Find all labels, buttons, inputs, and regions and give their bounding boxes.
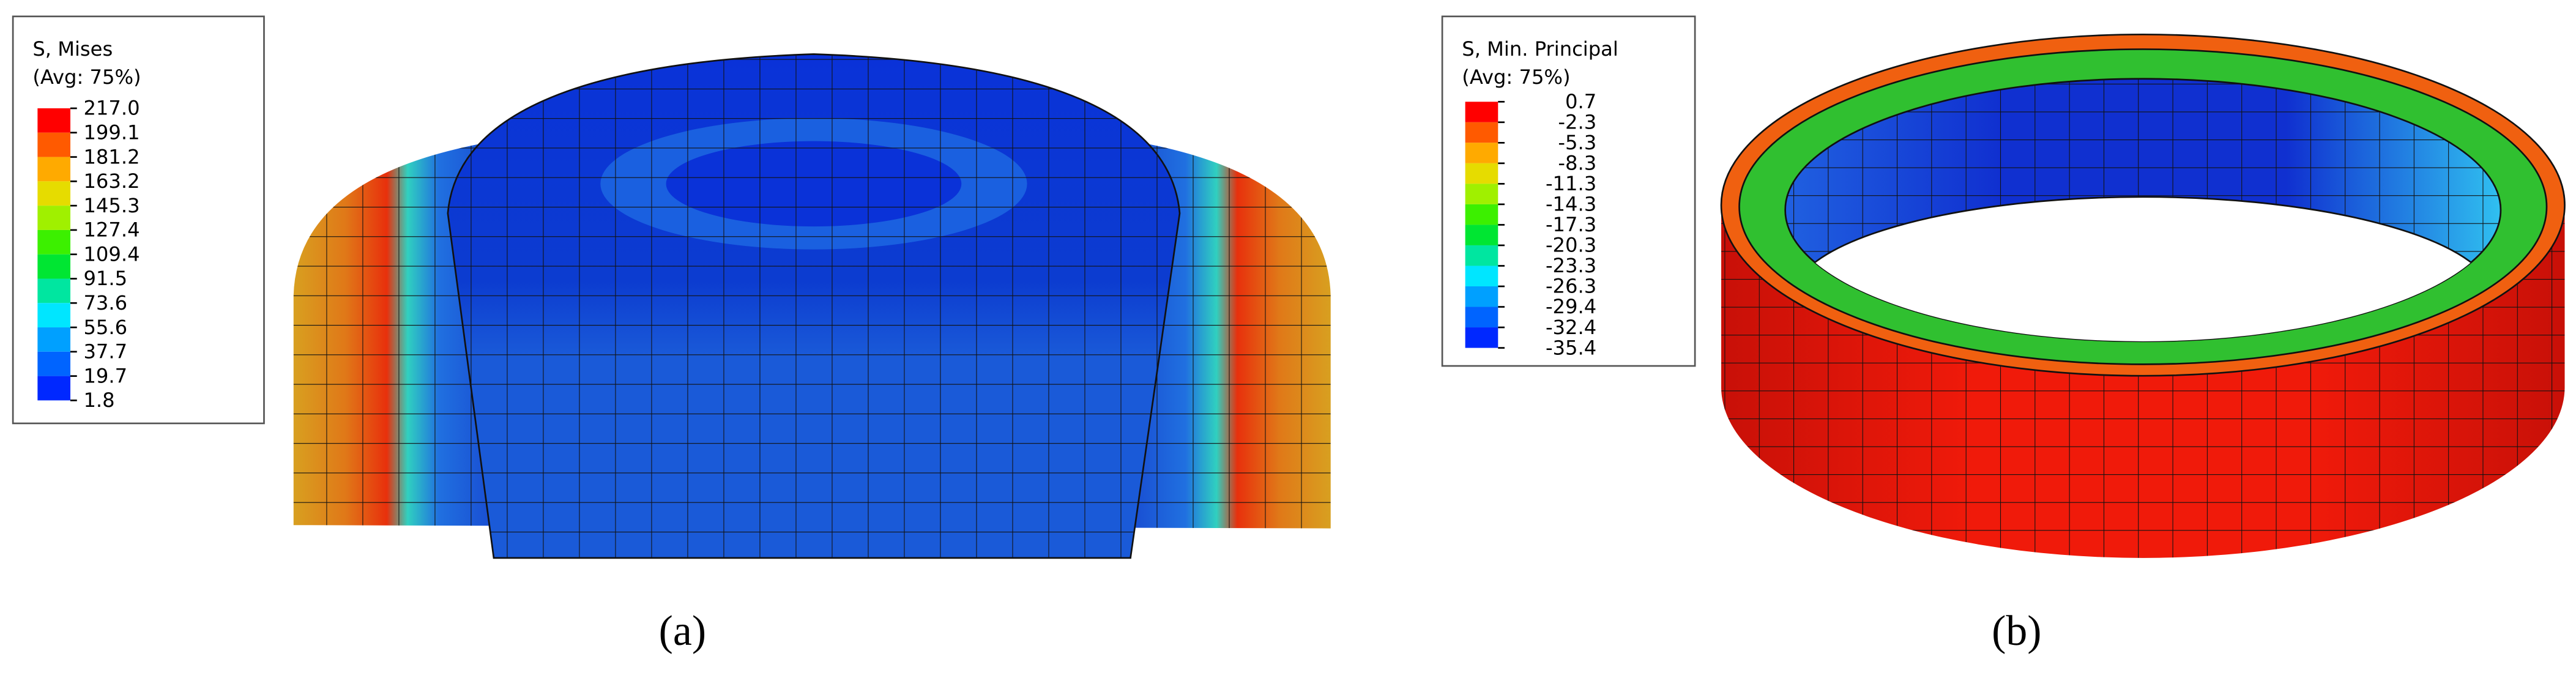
legend: S, Mises (Avg: 75%) 217.0199.1181.2163.214… (12, 15, 265, 425)
legend-swatch (37, 132, 71, 157)
mesh (447, 54, 1180, 558)
legend-swatch (1465, 225, 1498, 245)
legend-swatch (37, 157, 71, 182)
legend-swatch (1465, 245, 1498, 266)
legend-label: -2.3 (1558, 111, 1596, 134)
legend-label: 109.4 (83, 242, 140, 266)
legend-swatch (37, 278, 71, 303)
legend-label: 0.7 (1565, 90, 1596, 113)
legend-title: S, Min. Principal (1462, 37, 1618, 61)
legend-title: S, Mises (32, 37, 113, 61)
legend-swatch (1465, 143, 1498, 163)
legend-label: 217.0 (83, 97, 140, 120)
model-b (1720, 33, 2566, 558)
caption: (b) (1992, 608, 2041, 655)
legends: S, Mises (Avg: 75%) 217.0199.1181.2163.214… (12, 15, 2041, 655)
legend-label: -17.3 (1546, 213, 1596, 236)
legend-swatch (1465, 102, 1498, 122)
legend-swatch (1465, 184, 1498, 204)
legend-label: -20.3 (1546, 234, 1596, 257)
legend-label: 37.7 (83, 340, 127, 363)
legend-swatch (37, 254, 71, 279)
legend-label: -23.3 (1546, 254, 1596, 277)
legend-subtitle: (Avg: 75%) (32, 65, 141, 89)
legend-label: -29.4 (1546, 295, 1596, 318)
legend: S, Min. Principal (Avg: 75%)0.7-2.3-5.3-8… (1441, 15, 1696, 367)
legend-label: 19.7 (83, 364, 127, 387)
legend-label: -26.3 (1546, 275, 1596, 298)
legend-label: -5.3 (1558, 131, 1596, 154)
legend-subtitle: (Avg: 75%) (1462, 65, 1570, 89)
legend-label: -14.3 (1546, 193, 1596, 216)
legend-label: 1.8 (83, 389, 114, 412)
legend-label: 127.4 (83, 218, 140, 242)
legend-swatch (37, 303, 71, 328)
legend-swatch (37, 206, 71, 230)
legend-label: 199.1 (83, 121, 140, 144)
legend-label: -32.4 (1546, 316, 1596, 339)
legend-label: 73.6 (83, 291, 127, 314)
legend-label: -8.3 (1558, 152, 1596, 175)
model-a (293, 53, 1331, 559)
legend-swatch (1465, 163, 1498, 184)
legend-label: 91.5 (83, 267, 127, 290)
legend-swatch (37, 351, 71, 376)
legend-swatch (1465, 266, 1498, 286)
legend-label: -35.4 (1546, 336, 1596, 359)
legend-swatch (1465, 327, 1498, 348)
legend-label: -11.3 (1546, 172, 1596, 195)
legend-swatch (37, 108, 71, 133)
legend-label: 181.2 (83, 145, 140, 168)
legend-swatch (37, 376, 71, 401)
legend-swatch (1465, 286, 1498, 307)
legend-label: 145.3 (83, 194, 140, 217)
legend-swatch (1465, 122, 1498, 143)
legend-swatch (1465, 307, 1498, 328)
legend-label: 163.2 (83, 169, 140, 193)
legend-label: 55.6 (83, 316, 127, 339)
legend-swatch (37, 327, 71, 352)
legend-swatch (1465, 204, 1498, 225)
caption: (a) (659, 608, 706, 655)
legend-swatch (37, 229, 71, 255)
legend-swatch (37, 181, 71, 206)
